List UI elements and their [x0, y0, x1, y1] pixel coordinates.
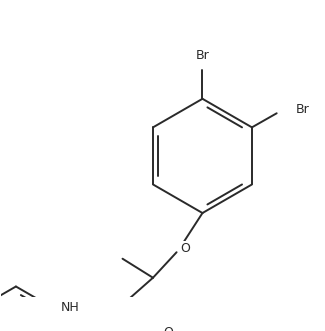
Text: Br: Br [196, 49, 209, 62]
Text: NH: NH [61, 301, 80, 314]
Text: Br: Br [296, 103, 309, 116]
Text: O: O [164, 326, 174, 331]
Text: O: O [180, 242, 190, 255]
